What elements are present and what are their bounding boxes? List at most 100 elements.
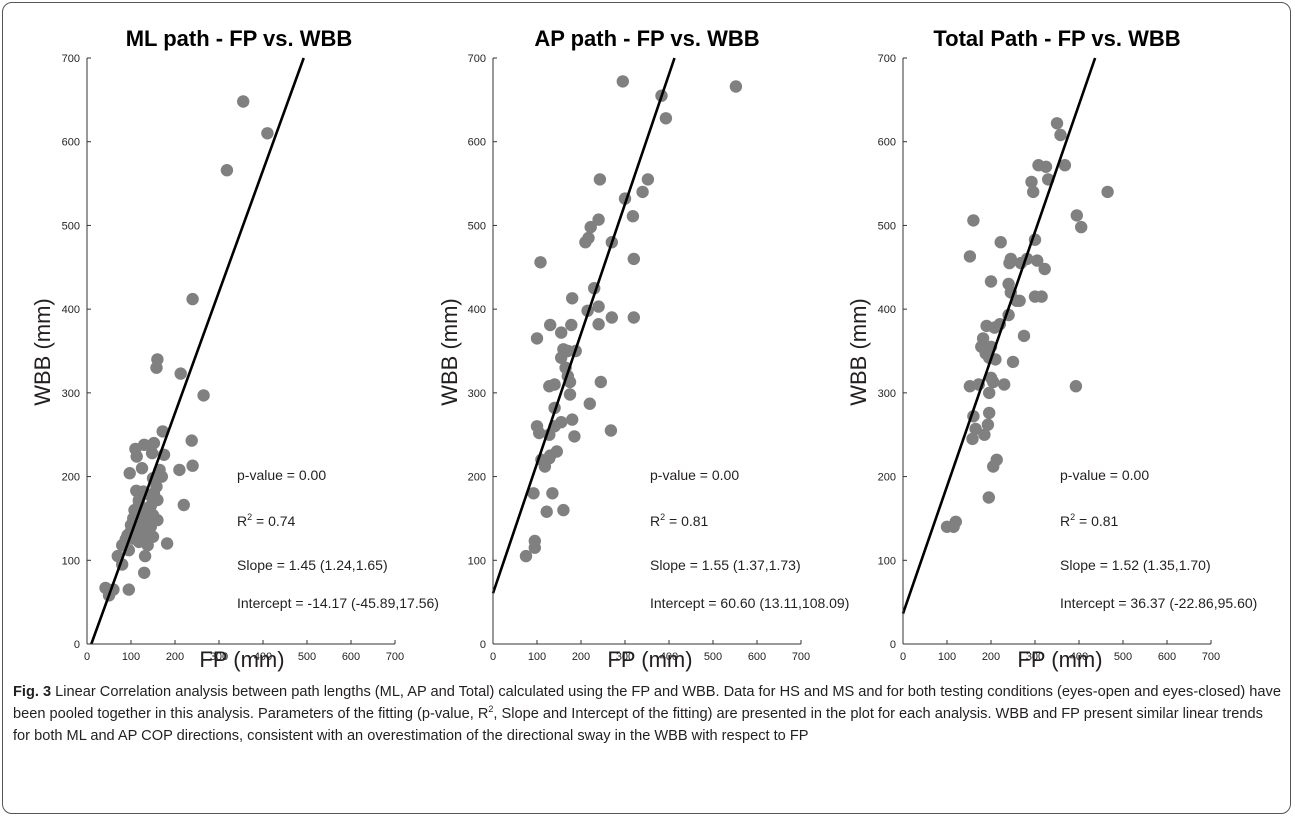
x-tick-label: 300 <box>210 651 228 663</box>
scatter-point <box>627 311 640 324</box>
y-tick-label: 200 <box>468 472 486 484</box>
y-tick-label: 500 <box>468 220 486 232</box>
scatter-points <box>99 95 274 602</box>
scatter-point <box>147 436 161 450</box>
chart-title: ML path - FP vs. WBB <box>126 26 353 51</box>
caption-superscript: 2 <box>488 704 494 715</box>
y-tick-label: 600 <box>878 137 896 149</box>
scatter-point <box>1031 254 1044 267</box>
y-tick-label: 700 <box>878 53 896 65</box>
scatter-point <box>546 487 559 500</box>
scatter-point <box>1075 220 1088 234</box>
caption-label: Fig. 3 <box>13 684 52 700</box>
scatter-point <box>605 311 618 324</box>
scatter-point <box>729 80 743 93</box>
chart-title: AP path - FP vs. WBB <box>534 26 759 51</box>
scatter-point <box>963 250 977 263</box>
intercept-annotation: Intercept = 60.60 (13.11,108.09) <box>650 595 849 611</box>
intercept-annotation: Intercept = -14.17 (-45.89,17.56) <box>237 595 439 611</box>
y-tick-label: 300 <box>62 388 80 400</box>
scatter-point <box>994 236 1007 249</box>
x-tick-label: 100 <box>122 651 140 663</box>
scatter-point <box>185 434 198 447</box>
scatter-point <box>981 418 995 431</box>
scatter-point <box>543 452 556 465</box>
caption-text-part1: Linear Correlation analysis between path… <box>13 684 1281 722</box>
x-tick-label: 600 <box>748 651 766 663</box>
y-tick-label: 700 <box>468 53 486 65</box>
x-axis-label: FP (mm) <box>607 647 692 672</box>
figure-svg: ML path - FP vs. WBB FP (mm) WBB (mm) p-… <box>30 26 1257 672</box>
y-tick-label: 0 <box>480 639 486 651</box>
scatter-point <box>145 446 159 460</box>
scatter-point <box>969 422 982 436</box>
x-tick-label: 300 <box>616 651 634 663</box>
regression-line <box>901 57 1097 614</box>
scatter-point <box>99 581 112 595</box>
scatter-point <box>237 95 250 108</box>
x-tick-label: 0 <box>900 651 906 663</box>
y-tick-label: 500 <box>878 220 896 232</box>
slope-annotation: Slope = 1.55 (1.37,1.73) <box>650 557 801 573</box>
x-tick-label: 300 <box>1026 651 1044 663</box>
scatter-point <box>583 397 596 410</box>
scatter-point <box>967 214 980 227</box>
scatter-point <box>150 480 163 493</box>
scatter-point <box>1027 185 1040 199</box>
x-tick-label: 600 <box>342 651 360 663</box>
x-tick-label: 600 <box>1158 651 1176 663</box>
x-tick-label: 100 <box>938 651 956 663</box>
scatter-point <box>519 549 533 563</box>
y-axis-label: WBB (mm) <box>437 298 462 406</box>
pvalue-annotation: p-value = 0.00 <box>650 467 739 483</box>
x-axis-label: FP (mm) <box>199 647 284 672</box>
scatter-point <box>579 236 592 249</box>
regression-line <box>90 57 305 645</box>
r2-annotation: R2 = 0.74 <box>237 512 296 529</box>
scatter-point <box>626 210 640 223</box>
scatter-point <box>940 520 954 533</box>
scatter-point <box>1101 185 1114 199</box>
scatter-point <box>1069 380 1083 393</box>
scatter-point <box>557 503 570 517</box>
scatter-point <box>1050 117 1064 130</box>
scatter-point <box>568 430 581 443</box>
scatter-point <box>123 467 136 480</box>
scatter-point <box>592 213 605 226</box>
x-tick-label: 0 <box>490 651 496 663</box>
chart-panel-total: Total Path - FP vs. WBB FP (mm) WBB (mm)… <box>846 26 1257 672</box>
scatter-point <box>1038 262 1051 276</box>
scatter-point <box>144 499 157 513</box>
y-tick-label: 500 <box>62 220 80 232</box>
y-tick-label: 100 <box>878 555 896 567</box>
scatter-point <box>982 491 995 504</box>
pvalue-annotation: p-value = 0.00 <box>237 467 326 483</box>
scatter-point <box>173 463 186 477</box>
x-tick-label: 700 <box>386 651 404 663</box>
x-tick-label: 400 <box>660 651 678 663</box>
scatter-point <box>1054 128 1067 142</box>
scatter-point <box>160 537 174 550</box>
y-tick-label: 600 <box>468 137 486 149</box>
y-tick-label: 300 <box>468 388 486 400</box>
scatter-point <box>122 583 135 596</box>
slope-annotation: Slope = 1.45 (1.24,1.65) <box>237 557 388 573</box>
scatter-point <box>177 498 190 512</box>
slope-annotation: Slope = 1.52 (1.35,1.70) <box>1060 557 1211 573</box>
r2-superscript: 2 <box>1070 512 1075 522</box>
y-tick-label: 400 <box>468 304 486 316</box>
scatter-point <box>1017 329 1031 343</box>
scatter-point <box>636 185 649 199</box>
x-tick-label: 400 <box>1070 651 1088 663</box>
y-axis-label: WBB (mm) <box>846 298 871 406</box>
y-tick-label: 700 <box>62 53 80 65</box>
x-tick-label: 500 <box>298 651 316 663</box>
scatter-point <box>998 378 1011 391</box>
scatter-point <box>966 432 979 446</box>
scatter-point <box>1013 294 1026 307</box>
scatter-point <box>983 406 996 420</box>
scatter-point <box>1003 256 1016 270</box>
x-tick-label: 200 <box>572 651 590 663</box>
scatter-point <box>594 375 607 389</box>
